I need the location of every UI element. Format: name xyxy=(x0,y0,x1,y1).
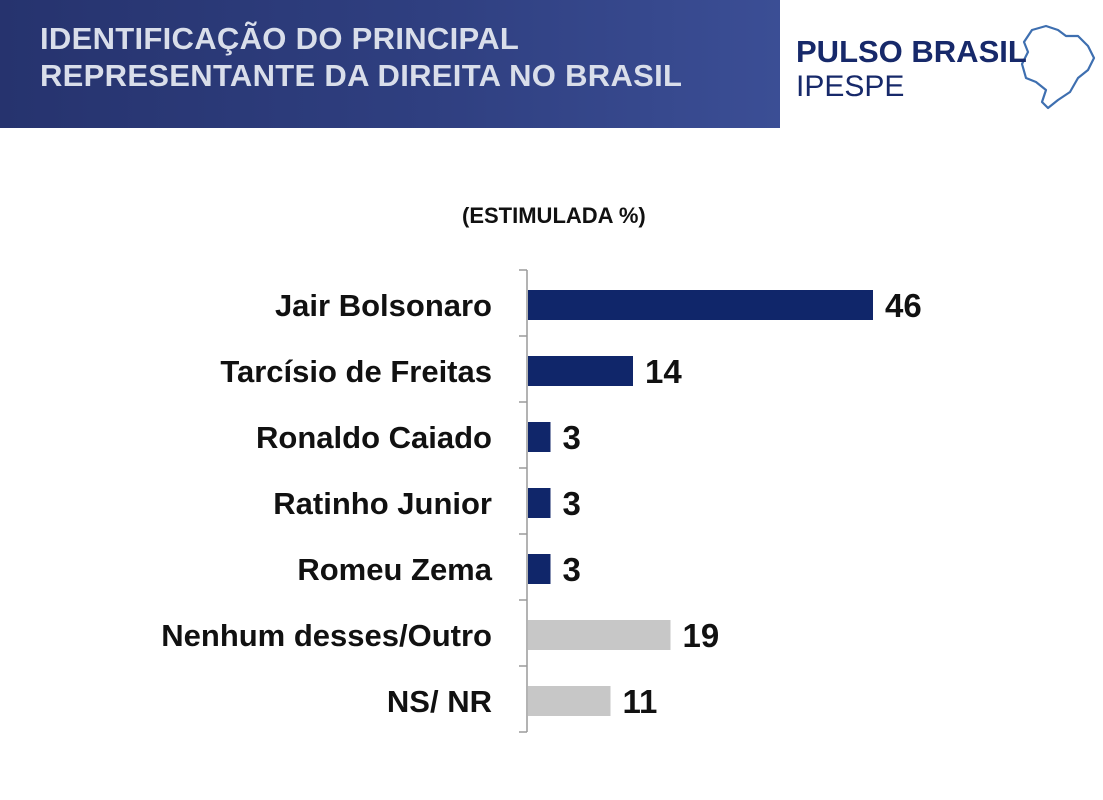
category-label: Ronaldo Caiado xyxy=(256,420,492,455)
category-label: NS/ NR xyxy=(387,684,492,719)
bar xyxy=(528,290,873,320)
value-label: 14 xyxy=(645,353,682,390)
page-title: IDENTIFICAÇÃO DO PRINCIPAL REPRESENTANTE… xyxy=(40,20,760,94)
pulso-brasil-logo: PULSO BRASIL IPESPE xyxy=(780,0,1103,128)
logo-name: PULSO BRASIL xyxy=(796,34,1027,69)
value-label: 3 xyxy=(563,551,581,588)
value-label: 19 xyxy=(683,617,720,654)
bar xyxy=(528,422,551,452)
bar xyxy=(528,686,611,716)
category-label: Romeu Zema xyxy=(297,552,492,587)
title-line-1: IDENTIFICAÇÃO DO PRINCIPAL xyxy=(40,21,520,56)
bar xyxy=(528,488,551,518)
header-band: IDENTIFICAÇÃO DO PRINCIPAL REPRESENTANTE… xyxy=(0,0,780,128)
bar xyxy=(528,356,633,386)
brazil-map-outline-icon xyxy=(1020,24,1096,110)
bar xyxy=(528,620,671,650)
category-label: Ratinho Junior xyxy=(273,486,492,521)
value-label: 11 xyxy=(623,683,658,720)
chart-subtitle: (ESTIMULADA %) xyxy=(462,203,646,228)
title-line-2: REPRESENTANTE DA DIREITA NO BRASIL xyxy=(40,58,683,93)
bar xyxy=(528,554,551,584)
logo-sub: IPESPE xyxy=(796,70,905,103)
category-label: Jair Bolsonaro xyxy=(275,288,492,323)
bar-chart: Jair Bolsonaro 46 Tarcísio de Freitas 14 Ron… xyxy=(161,269,922,733)
value-label: 3 xyxy=(563,485,581,522)
value-label: 3 xyxy=(563,419,581,456)
category-label: Tarcísio de Freitas xyxy=(220,354,492,389)
category-label: Nenhum desses/Outro xyxy=(161,618,492,653)
value-label: 46 xyxy=(885,287,922,324)
